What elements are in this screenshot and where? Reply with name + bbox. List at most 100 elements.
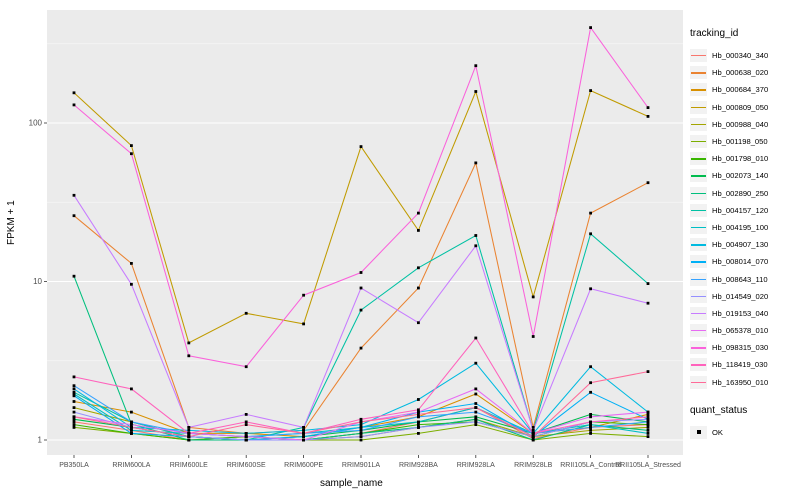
legend-item-label: Hb_163950_010 — [712, 377, 769, 387]
data-point-marker — [474, 90, 478, 93]
data-point-marker — [417, 413, 420, 416]
legend-item-label: Hb_118419_030 — [712, 360, 768, 370]
data-point-marker — [531, 438, 535, 442]
data-point-marker — [589, 89, 592, 92]
data-point-marker — [646, 415, 650, 419]
legend-line-swatch-icon — [690, 358, 707, 372]
data-point-marker — [474, 417, 478, 421]
data-point-marker — [130, 410, 133, 414]
data-point-marker — [589, 426, 592, 429]
data-point-marker — [417, 266, 420, 270]
data-point-marker — [302, 322, 305, 326]
data-point-marker — [474, 406, 478, 409]
data-point-marker — [359, 435, 363, 438]
legend-item: Hb_098315_030 — [690, 339, 800, 356]
y-axis-title: FPKM + 1 — [6, 200, 17, 245]
legend-line-swatch-icon — [690, 306, 707, 320]
data-point-marker — [130, 426, 133, 429]
data-point-marker — [359, 417, 363, 421]
x-tick-label: RRIM901LA — [342, 462, 380, 469]
data-point-marker — [130, 387, 133, 391]
data-point-marker — [417, 229, 420, 232]
data-point-marker — [589, 287, 592, 291]
data-point-marker — [72, 103, 76, 107]
legend-line-swatch-icon — [690, 220, 707, 234]
data-point-marker — [359, 420, 363, 424]
data-point-marker — [417, 408, 420, 412]
data-point-marker — [359, 308, 363, 312]
legend-item-label: Hb_019153_040 — [712, 308, 769, 318]
data-point-marker — [72, 392, 76, 396]
y-tick-label: 10 — [33, 277, 42, 286]
legend-item-label: Hb_000988_040 — [712, 119, 769, 129]
data-point-marker — [359, 426, 363, 429]
legend-line-swatch-icon — [690, 83, 707, 97]
data-point-marker — [589, 381, 592, 385]
data-point-marker — [302, 426, 305, 429]
data-point-marker — [589, 413, 592, 416]
data-point-marker — [130, 152, 133, 156]
data-point-marker — [646, 423, 650, 426]
data-point-marker — [72, 274, 76, 278]
data-point-marker — [130, 144, 133, 147]
data-point-marker — [646, 410, 650, 414]
x-tick-label: RRIM600SE — [227, 462, 266, 469]
legend-item-label: Hb_000809_050 — [712, 102, 769, 112]
quant-ok-label: OK — [712, 427, 723, 437]
legend-line-swatch-icon — [690, 324, 707, 338]
data-point-marker — [72, 417, 76, 421]
quant-legend-title: quant_status — [690, 404, 748, 416]
data-point-marker — [589, 423, 592, 426]
data-point-marker — [359, 145, 363, 148]
data-point-marker — [646, 370, 650, 373]
x-tick-label: RRIM600LA — [112, 462, 150, 469]
legend-line-swatch-icon — [690, 341, 707, 355]
legend-line-swatch-icon — [690, 135, 707, 149]
data-point-marker — [646, 432, 650, 435]
x-tick-label: RRIM928LA — [457, 462, 495, 469]
legend-line-swatch-icon — [690, 255, 707, 269]
data-point-marker — [244, 438, 248, 442]
data-point-marker — [187, 438, 191, 442]
data-point-marker — [417, 286, 420, 290]
x-tick-label: RRIM928BA — [399, 462, 438, 469]
legend-item: Hb_000638_020 — [690, 64, 800, 81]
x-tick-label: RRII105LA_Control — [560, 462, 621, 469]
data-point-marker — [72, 415, 76, 419]
legend-item-label: Hb_008643_110 — [712, 274, 768, 284]
x-tick-label: RRIM600LE — [170, 462, 208, 469]
legend-item: Hb_163950_010 — [690, 374, 800, 391]
data-point-marker — [72, 387, 76, 391]
legend-line-swatch-icon — [690, 152, 707, 166]
data-point-marker — [646, 115, 650, 118]
x-tick-label: PB350LA — [59, 462, 89, 469]
data-point-marker — [244, 432, 248, 435]
data-point-marker — [474, 244, 478, 248]
legend-item-label: Hb_002890_250 — [712, 188, 769, 198]
legend-item-label: Hb_000684_370 — [712, 85, 769, 95]
data-point-marker — [244, 423, 248, 426]
legend-item-label: Hb_004195_100 — [712, 222, 769, 232]
data-point-marker — [417, 423, 420, 426]
data-point-marker — [72, 410, 76, 414]
legend-line-swatch-icon — [690, 375, 707, 389]
data-point-marker — [187, 435, 191, 438]
data-point-marker — [417, 432, 420, 435]
legend-item-label: Hb_098315_030 — [712, 343, 769, 353]
legend-item-label: Hb_002073_140 — [712, 171, 769, 181]
data-point-marker — [646, 413, 650, 416]
data-point-marker — [474, 423, 478, 426]
legend-line-swatch-icon — [690, 203, 707, 217]
data-point-marker — [417, 321, 420, 325]
legend-line-swatch-icon — [690, 66, 707, 80]
data-point-marker — [646, 181, 650, 185]
data-point-marker — [474, 420, 478, 424]
legend-item: Hb_019153_040 — [690, 305, 800, 322]
data-point-marker — [589, 415, 592, 419]
plot-panel — [47, 10, 683, 455]
legend-item: Hb_008643_110 — [690, 270, 800, 287]
data-point-marker — [302, 293, 305, 297]
legend-item-label: Hb_004907_130 — [712, 240, 769, 250]
